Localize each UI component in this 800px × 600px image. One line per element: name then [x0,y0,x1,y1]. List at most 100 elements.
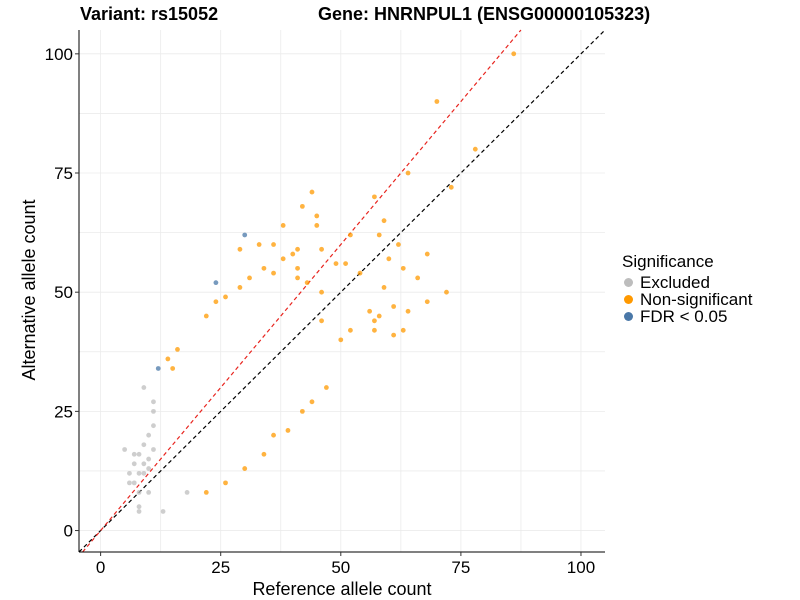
point-non-significant [381,218,387,224]
y-tick-label: 75 [54,164,73,183]
x-tick-label: 25 [211,558,230,577]
point-excluded [136,490,142,495]
point-non-significant [372,194,377,200]
point-non-significant [309,189,315,195]
point-non-significant [386,256,392,262]
point-excluded [136,509,142,514]
point-excluded [127,480,132,486]
point-non-significant [309,399,315,405]
point-excluded [151,399,156,405]
point-non-significant [295,246,300,252]
point-excluded [151,408,156,414]
point-non-significant [271,432,276,438]
point-non-significant [372,318,377,324]
point-excluded [127,470,132,476]
point-non-significant [213,299,219,305]
point-non-significant [323,385,329,390]
legend: Significance Excluded Non-significant FD… [622,252,753,326]
point-non-significant [299,408,305,414]
point-excluded [146,490,152,495]
data-points [122,51,517,514]
point-non-significant [381,285,387,290]
point-non-significant [391,304,397,309]
point-non-significant [343,261,349,266]
reference-lines [78,29,606,553]
legend-label-excluded: Excluded [640,272,710,292]
y-tick-label: 50 [54,283,73,302]
legend-swatch-fdr [624,312,633,321]
point-non-significant [299,203,305,209]
point-excluded [131,461,137,467]
point-non-significant [391,332,397,338]
point-non-significant [357,270,363,276]
point-non-significant [242,466,248,471]
point-excluded [136,470,142,476]
point-excluded [131,480,137,486]
point-non-significant [434,99,440,104]
point-non-significant [376,232,382,238]
legend-label-non-significant: Non-significant [640,289,753,309]
point-non-significant [511,51,517,57]
point-non-significant [304,280,310,286]
point-non-significant [396,242,401,247]
point-non-significant [314,223,320,228]
point-non-significant [175,346,180,352]
y-axis-label: Alternative allele count [19,199,39,380]
point-fdr-0-05 [242,232,248,238]
point-excluded [136,451,142,457]
point-non-significant [405,308,411,314]
point-excluded [122,447,128,452]
legend-item-excluded: Excluded [622,272,752,292]
point-non-significant [203,313,209,319]
point-non-significant [444,289,449,295]
point-non-significant [295,275,300,281]
point-non-significant [338,337,344,343]
y-tick-label: 100 [45,45,73,64]
x-tick-label: 100 [567,558,595,577]
axes: 0 25 50 75 100 0 25 50 75 100 [45,30,605,577]
point-fdr-0-05 [213,280,219,286]
point-non-significant [424,299,430,305]
point-non-significant [256,242,262,247]
point-non-significant [400,327,406,333]
point-excluded [151,423,156,429]
point-non-significant [223,294,228,300]
point-non-significant [261,265,267,271]
point-non-significant [165,356,171,362]
point-excluded [151,447,156,452]
point-non-significant [237,246,243,252]
point-excluded [136,504,142,510]
point-non-significant [223,480,228,486]
legend-item-fdr: FDR < 0.05 [622,307,752,326]
point-excluded [184,490,190,495]
point-excluded [141,470,147,476]
point-non-significant [170,366,176,371]
point-non-significant [319,246,324,252]
point-non-significant [271,242,276,247]
x-tick-label: 50 [331,558,350,577]
legend-item-non-significant: Non-significant [622,289,753,309]
point-non-significant [271,270,276,276]
point-non-significant [448,184,454,190]
point-non-significant [372,327,377,333]
point-non-significant [247,275,252,281]
x-tick-label: 75 [451,558,470,577]
y-tick-label: 25 [54,402,73,421]
point-excluded [146,466,152,471]
x-axis-label: Reference allele count [252,579,431,599]
point-non-significant [400,265,406,271]
point-non-significant [290,251,296,257]
point-excluded [141,461,147,467]
point-non-significant [367,308,373,314]
x-tick-label: 0 [96,558,105,577]
fitted-line [82,29,522,553]
point-non-significant [295,265,300,271]
legend-swatch-excluded [624,278,633,287]
point-non-significant [376,313,382,319]
point-non-significant [348,327,353,333]
grid [79,30,605,552]
point-non-significant [319,289,324,295]
point-non-significant [424,251,430,257]
point-non-significant [472,146,478,152]
y-tick-label: 0 [64,522,73,541]
